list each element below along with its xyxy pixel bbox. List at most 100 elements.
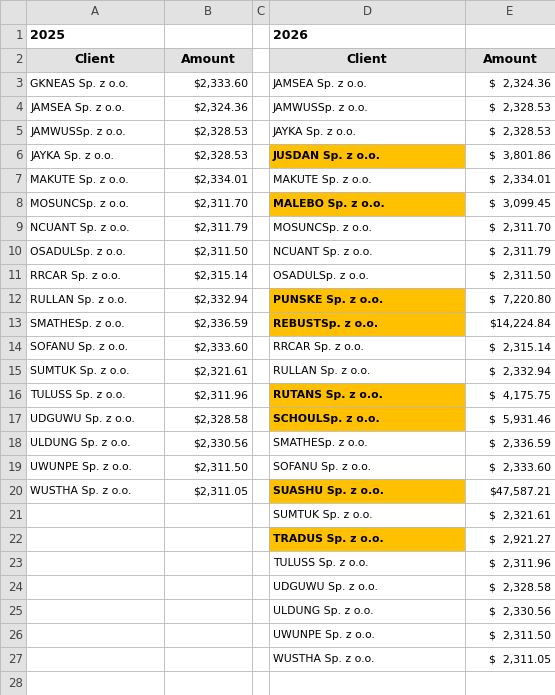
Text: $  2,328.53: $ 2,328.53 [489,126,551,137]
Text: SOFANU Sp. z o.o.: SOFANU Sp. z o.o. [30,343,128,352]
Text: JAMSEA Sp. z o.o.: JAMSEA Sp. z o.o. [30,103,125,113]
Bar [465,432,555,455]
Text: 22: 22 [8,533,23,546]
Bar [252,503,269,528]
Bar [269,528,465,551]
Text: SOFANU Sp. z o.o.: SOFANU Sp. z o.o. [273,462,371,473]
Bar [269,167,465,192]
Bar [252,384,269,407]
Bar [164,647,252,671]
Bar [465,528,555,551]
Text: MOSUNCSp. z o.o.: MOSUNCSp. z o.o. [273,222,372,233]
Bar [269,503,465,528]
Bar [252,432,269,455]
Text: SMATHESp. z o.o.: SMATHESp. z o.o. [30,318,125,329]
Text: $  2,311.79: $ 2,311.79 [489,247,551,256]
Bar [269,263,465,288]
Bar [0,240,26,263]
Bar [164,671,252,695]
Bar [465,72,555,96]
Text: $2,332.94: $2,332.94 [193,295,248,304]
Bar [164,167,252,192]
Bar [164,215,252,240]
Bar [252,120,269,144]
Bar [465,311,555,336]
Bar [465,192,555,215]
Bar [465,215,555,240]
Text: $  4,175.75: $ 4,175.75 [489,391,551,400]
Bar [0,503,26,528]
Text: RULLAN Sp. z o.o.: RULLAN Sp. z o.o. [30,295,127,304]
Bar [465,480,555,503]
Text: $2,311.50: $2,311.50 [193,247,248,256]
Bar [252,263,269,288]
Bar [0,480,26,503]
Bar [0,455,26,480]
Bar [26,24,252,48]
Text: C: C [256,6,265,19]
Bar [26,336,164,359]
Bar [269,240,465,263]
Bar [164,263,252,288]
Bar [269,407,465,432]
Bar [26,144,164,167]
Text: MOSUNCSp. z o.o.: MOSUNCSp. z o.o. [30,199,129,208]
Bar [164,599,252,623]
Text: SUASHU Sp. z o.o.: SUASHU Sp. z o.o. [273,486,384,496]
Text: E: E [506,6,514,19]
Bar [252,623,269,647]
Text: MALEBO Sp. z o.o.: MALEBO Sp. z o.o. [273,199,385,208]
Text: $2,315.14: $2,315.14 [193,270,248,281]
Bar [252,192,269,215]
Bar [164,120,252,144]
Bar [164,336,252,359]
Bar [269,384,465,407]
Text: $2,336.59: $2,336.59 [193,318,248,329]
Bar [252,72,269,96]
Bar [269,24,555,48]
Bar [26,503,164,528]
Text: MAKUTE Sp. z o.o.: MAKUTE Sp. z o.o. [273,174,372,185]
Text: ULDUNG Sp. z o.o.: ULDUNG Sp. z o.o. [273,606,374,616]
Text: 20: 20 [8,485,23,498]
Text: UWUNPE Sp. z o.o.: UWUNPE Sp. z o.o. [30,462,132,473]
Bar [252,240,269,263]
Bar [26,359,164,384]
Bar [465,599,555,623]
Text: REBUSTSp. z o.o.: REBUSTSp. z o.o. [273,318,378,329]
Bar [252,359,269,384]
Text: $  2,328.58: $ 2,328.58 [489,582,551,592]
Bar [269,575,465,599]
Text: $  2,334.01: $ 2,334.01 [489,174,551,185]
Bar [269,288,465,311]
Bar [164,192,252,215]
Text: $2,311.05: $2,311.05 [193,486,248,496]
Bar [269,623,465,647]
Bar [164,240,252,263]
Bar [0,263,26,288]
Bar [465,240,555,263]
Bar [164,384,252,407]
Text: SUMTUK Sp. z o.o.: SUMTUK Sp. z o.o. [30,366,129,377]
Text: 25: 25 [8,605,23,618]
Text: UDGUWU Sp. z o.o.: UDGUWU Sp. z o.o. [30,414,135,425]
Bar [26,96,164,120]
Text: B: B [204,6,212,19]
Bar [0,528,26,551]
Bar [269,48,465,72]
Text: 18: 18 [8,437,23,450]
Bar [0,384,26,407]
Text: 8: 8 [16,197,23,210]
Bar [465,263,555,288]
Bar [252,336,269,359]
Text: NCUANT Sp. z o.o.: NCUANT Sp. z o.o. [30,222,129,233]
Bar [26,671,164,695]
Text: PUNSKE Sp. z o.o.: PUNSKE Sp. z o.o. [273,295,384,304]
Bar [164,359,252,384]
Text: $2,324.36: $2,324.36 [193,103,248,113]
Text: JAMWUSSp. z o.o.: JAMWUSSp. z o.o. [30,126,125,137]
Text: Client: Client [347,54,387,67]
Bar [26,120,164,144]
Bar [465,551,555,575]
Bar [0,288,26,311]
